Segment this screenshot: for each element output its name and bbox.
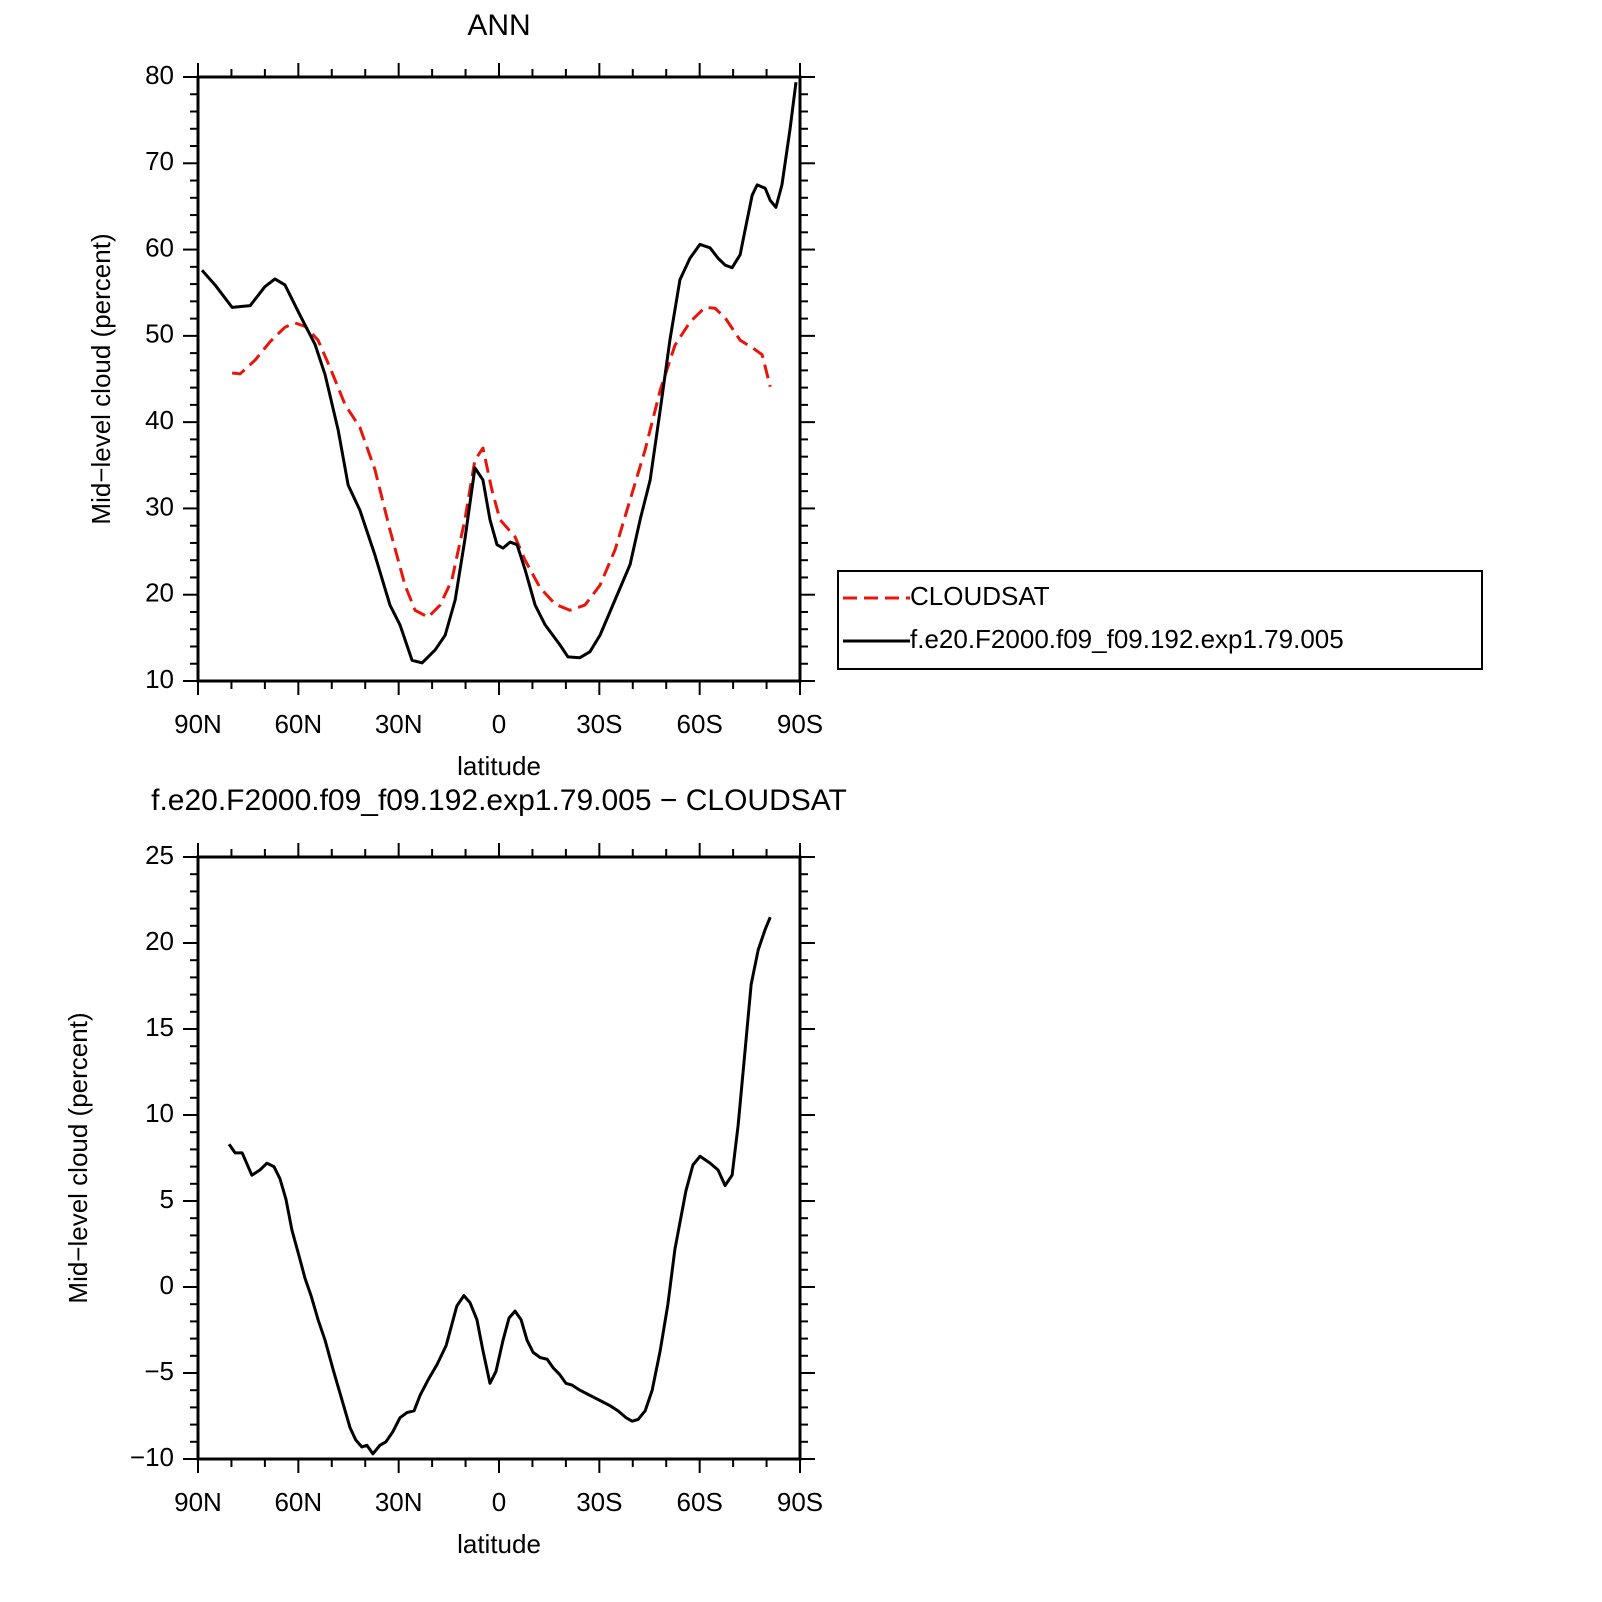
x-axis-label: latitude [457, 1529, 541, 1559]
legend-label: f.e20.F2000.f09_f09.192.exp1.79.005 [910, 624, 1344, 654]
plot-frame [196, 855, 802, 1461]
x-tick-label: 90N [174, 709, 222, 739]
y-tick-label: 30 [145, 491, 174, 521]
data-line [231, 305, 772, 619]
x-tick-label: 30S [576, 1487, 622, 1517]
y-tick-label: −5 [144, 1356, 174, 1386]
x-tick-label: 60N [274, 709, 322, 739]
x-tick-label: 30S [576, 709, 622, 739]
y-tick-label: 15 [145, 1012, 174, 1042]
x-tick-label: 0 [492, 1487, 506, 1517]
x-tick-label: 0 [492, 709, 506, 739]
y-tick-label: 80 [145, 60, 174, 90]
y-tick-label: 20 [145, 926, 174, 956]
x-tick-label: 60S [677, 709, 723, 739]
x-tick-label: 60N [274, 1487, 322, 1517]
x-tick-label: 90S [777, 709, 823, 739]
x-tick-label: 30N [375, 1487, 423, 1517]
x-tick-label: 60S [677, 1487, 723, 1517]
x-tick-label: 90N [174, 1487, 222, 1517]
y-tick-label: 0 [160, 1270, 174, 1300]
y-tick-label: 5 [160, 1184, 174, 1214]
y-tick-label: 10 [145, 1098, 174, 1128]
y-axis-label: Mid−level cloud (percent) [86, 233, 116, 524]
y-tick-label: 40 [145, 405, 174, 435]
plot-frame [196, 75, 802, 683]
y-tick-label: −10 [130, 1442, 174, 1472]
y-tick-label: 20 [145, 578, 174, 608]
y-tick-label: 25 [145, 840, 174, 870]
y-tick-label: 60 [145, 232, 174, 262]
y-tick-label: 70 [145, 146, 174, 176]
data-line [227, 916, 772, 1456]
x-tick-label: 90S [777, 1487, 823, 1517]
data-line [200, 81, 798, 665]
y-tick-label: 50 [145, 319, 174, 349]
legend-label: CLOUDSAT [910, 581, 1050, 611]
x-axis-label: latitude [457, 751, 541, 781]
y-axis-label: Mid−level cloud (percent) [63, 1012, 93, 1303]
legend-box [837, 570, 1483, 670]
chart-title: ANN [467, 9, 530, 42]
x-tick-label: 30N [375, 709, 423, 739]
y-tick-label: 10 [145, 664, 174, 694]
chart-title: f.e20.F2000.f09_f09.192.exp1.79.005 − CL… [151, 784, 847, 817]
